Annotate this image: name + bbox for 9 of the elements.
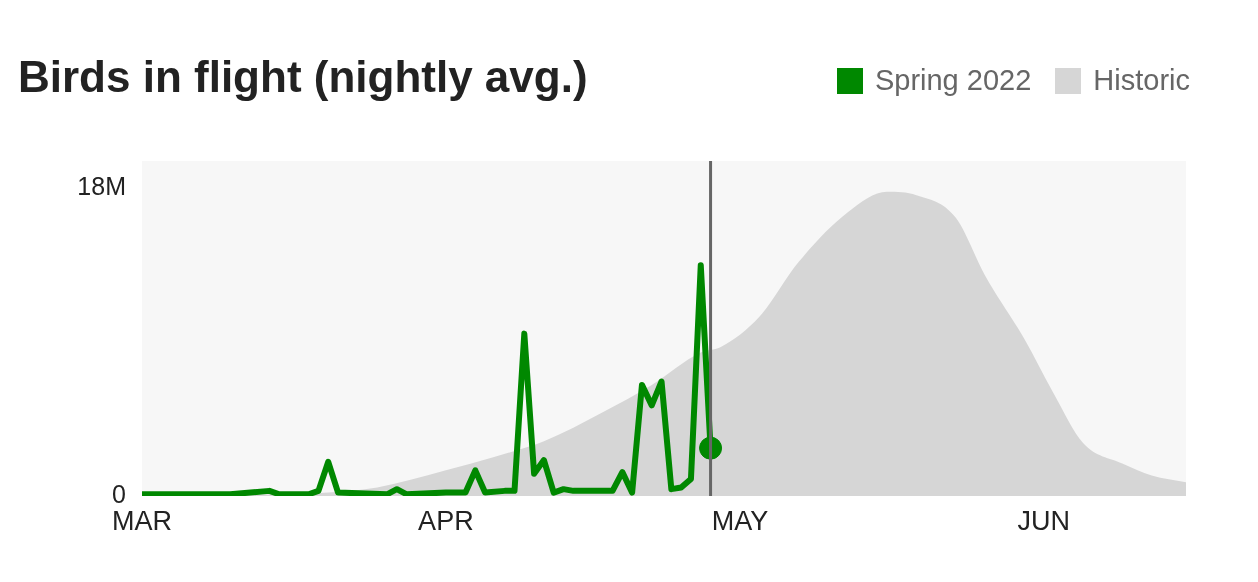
x-tick-label: MAY [711, 505, 769, 536]
legend-label: Spring 2022 [874, 64, 1032, 97]
x-tick-label: MAR [112, 505, 172, 536]
x-tick-label: APR [418, 505, 474, 536]
x-tick-label: JUN [1017, 505, 1071, 536]
y-tick-label: 0 [112, 479, 126, 508]
chart-title: Birds in flight (nightly avg.) [18, 52, 588, 102]
legend-label: Historic [1093, 64, 1190, 97]
y-tick-label: 18M [77, 172, 126, 201]
